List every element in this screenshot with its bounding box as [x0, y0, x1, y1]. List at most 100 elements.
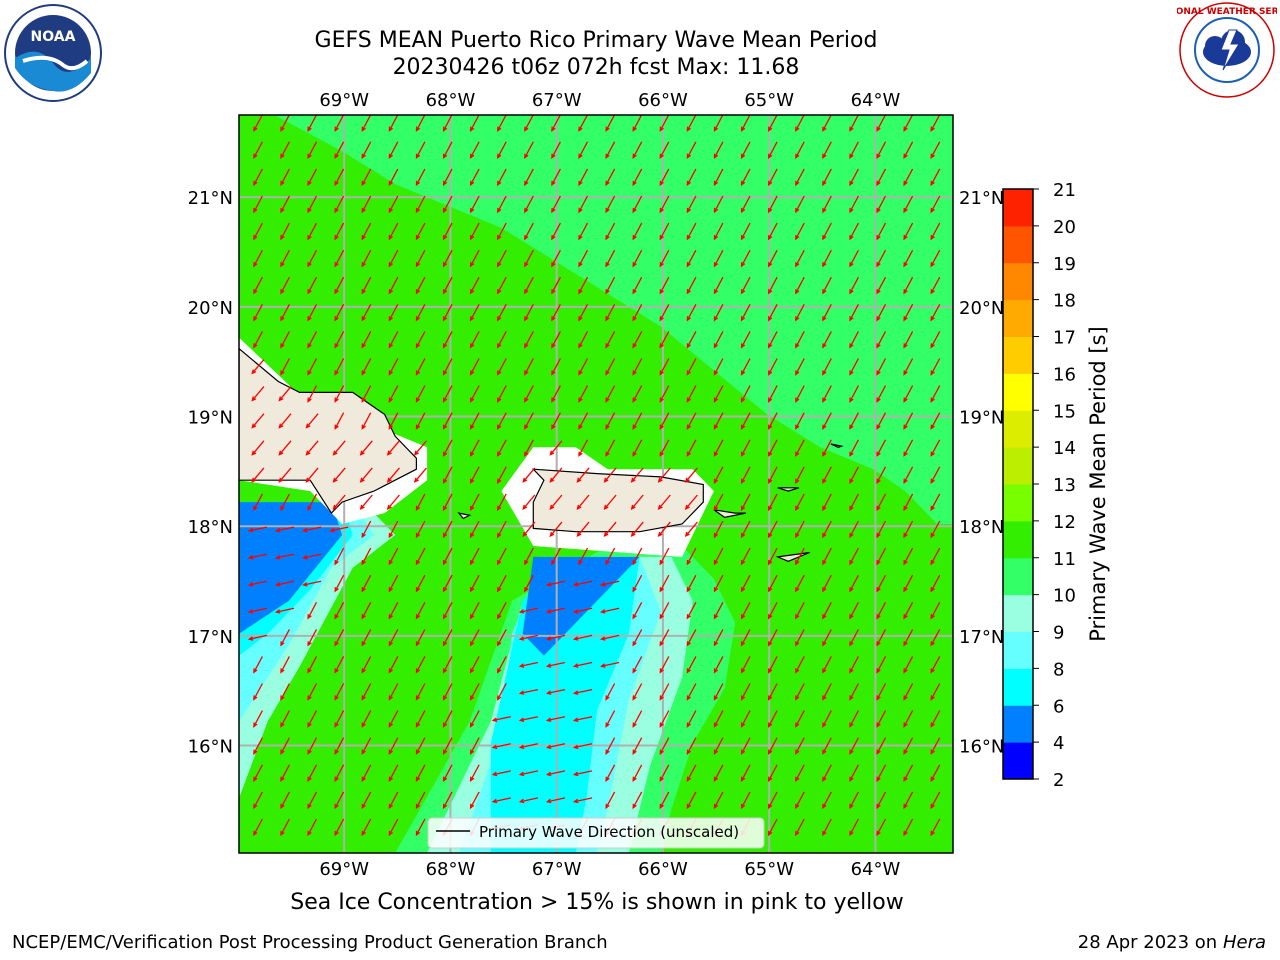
wave-arrow	[632, 574, 643, 592]
wave-arrow-head	[388, 316, 393, 322]
wave-arrow-head	[876, 180, 881, 187]
wave-arrow	[605, 331, 616, 348]
wave-arrow	[361, 412, 372, 429]
wave-arrow	[876, 168, 887, 186]
wave-arrow	[388, 358, 399, 375]
wave-arrow-head	[849, 180, 854, 187]
wave-arrow	[470, 168, 480, 186]
wave-arrow	[551, 331, 561, 348]
wave-arrow-head	[930, 180, 935, 187]
wave-arrow	[795, 439, 805, 456]
wave-arrow	[632, 358, 643, 375]
wave-arrow	[632, 222, 643, 240]
wave-arrow-head	[334, 370, 339, 376]
wave-arrow	[307, 710, 318, 727]
wave-arrow-head	[442, 614, 448, 620]
wave-arrow	[388, 331, 399, 348]
wave-arrow-head	[795, 668, 800, 674]
wave-arrow	[795, 629, 805, 646]
wave-arrow-head	[849, 803, 854, 810]
wave-arrow	[741, 737, 751, 754]
wave-arrow	[415, 791, 426, 809]
wave-arrow-head	[713, 370, 719, 376]
wave-arrow-head	[307, 830, 312, 837]
wave-arrow-head	[632, 316, 637, 322]
wave-arrow-head	[518, 690, 525, 695]
wave-arrow-head	[524, 180, 529, 187]
wave-arrow	[713, 412, 724, 429]
wave-arrow-head	[307, 289, 312, 295]
wave-arrow	[333, 440, 346, 456]
wave-arrow	[253, 195, 263, 213]
wave-arrow	[415, 629, 426, 646]
wave-arrow-head	[302, 582, 308, 587]
wave-arrow-head	[551, 153, 556, 160]
wave-arrow	[388, 520, 399, 538]
wave-arrow-head	[551, 397, 556, 403]
wave-arrow	[795, 115, 805, 131]
wave-arrow	[522, 521, 536, 537]
wave-arrow-head	[684, 477, 690, 483]
region-10-11-1	[274, 115, 953, 524]
wave-arrow	[307, 629, 318, 646]
land-mona	[457, 512, 472, 520]
wave-arrow-head	[876, 289, 881, 295]
wave-arrow-head	[307, 370, 312, 376]
wave-arrow-head	[740, 153, 746, 160]
wave-arrow-head	[740, 126, 746, 132]
wave-arrow-head	[302, 554, 308, 560]
wave-arrow	[741, 466, 751, 484]
wave-arrow-head	[274, 554, 281, 560]
wave-arrow-head	[388, 424, 393, 430]
x-tick-label-top: 64°W	[851, 90, 901, 111]
wave-arrow-head	[415, 207, 421, 214]
wave-arrow-head	[442, 722, 448, 728]
wave-arrow	[443, 195, 453, 213]
wave-arrow-head	[849, 153, 854, 160]
wave-arrow-head	[740, 370, 746, 376]
wave-arrow	[307, 141, 318, 159]
wave-arrow	[849, 439, 859, 456]
wave-arrow	[470, 547, 480, 565]
wave-arrow	[574, 607, 593, 613]
wave-arrow-head	[740, 695, 746, 701]
wave-arrow	[497, 439, 507, 456]
footer-date-text: 28 Apr 2023 on	[1077, 932, 1223, 953]
wave-arrow	[876, 629, 887, 646]
wave-arrow	[768, 331, 778, 348]
wave-arrow-head	[524, 451, 529, 457]
wave-arrow-head	[740, 478, 746, 484]
wave-arrow	[876, 141, 887, 159]
wave-arrow	[605, 195, 616, 213]
wave-arrow-head	[496, 424, 502, 430]
wave-arrow-head	[930, 668, 935, 674]
wave-arrow	[930, 764, 941, 782]
wave-arrow-head	[442, 695, 448, 701]
wave-arrow-head	[496, 316, 502, 322]
wave-arrow-head	[686, 695, 691, 701]
wave-arrow	[876, 385, 887, 402]
wave-arrow-head	[307, 126, 312, 132]
wave-arrow	[443, 574, 453, 592]
wave-arrow	[578, 195, 589, 213]
wave-arrow-head	[551, 180, 556, 187]
wave-arrow	[497, 249, 507, 267]
wave-arrow-head	[632, 343, 637, 349]
wave-arrow-head	[768, 207, 773, 214]
wave-arrow-head	[713, 749, 719, 755]
wave-arrow	[685, 494, 698, 510]
wave-arrow-head	[334, 668, 339, 674]
wave-arrow	[443, 249, 453, 267]
wave-arrow-head	[686, 614, 691, 620]
wave-arrow	[795, 195, 805, 213]
wave-arrow	[443, 222, 453, 240]
wave-arrow-head	[522, 531, 528, 538]
wave-arrow-head	[388, 532, 393, 539]
wave-arrow-head	[496, 397, 502, 403]
wave-arrow-head	[442, 559, 448, 566]
wave-arrow	[741, 358, 751, 375]
wave-arrow-head	[632, 207, 637, 214]
wave-arrow-head	[903, 505, 908, 512]
wave-arrow	[470, 195, 480, 213]
wave-arrow	[276, 607, 295, 613]
